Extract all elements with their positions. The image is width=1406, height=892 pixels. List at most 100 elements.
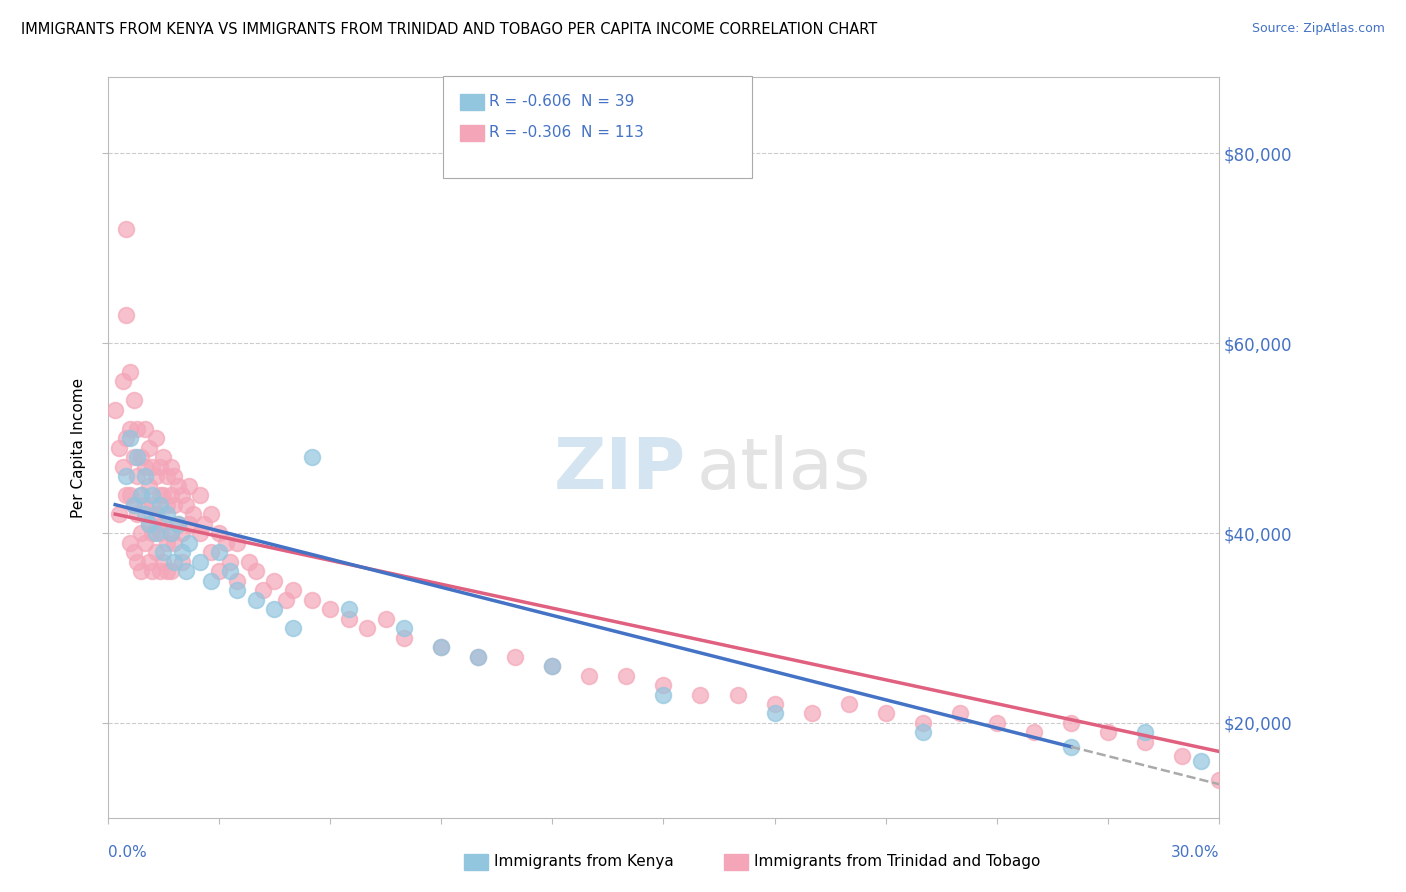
Point	[1189, 754, 1212, 768]
Point	[118, 488, 141, 502]
Point	[263, 574, 285, 588]
Text: IMMIGRANTS FROM KENYA VS IMMIGRANTS FROM TRINIDAD AND TOBAGO PER CAPITA INCOME C: IMMIGRANTS FROM KENYA VS IMMIGRANTS FROM…	[21, 22, 877, 37]
Point	[149, 459, 172, 474]
Point	[652, 678, 675, 692]
Point	[145, 431, 167, 445]
Point	[181, 507, 204, 521]
Point	[141, 488, 163, 502]
Point	[179, 516, 201, 531]
Point	[219, 564, 242, 578]
Point	[208, 564, 231, 578]
Point	[986, 716, 1008, 731]
Point	[159, 564, 181, 578]
Point	[301, 450, 323, 465]
Point	[208, 545, 231, 559]
Point	[115, 308, 138, 322]
Point	[337, 611, 360, 625]
Point	[578, 668, 600, 682]
Point	[152, 555, 174, 569]
Text: Source: ZipAtlas.com: Source: ZipAtlas.com	[1251, 22, 1385, 36]
Point	[156, 507, 179, 521]
Point	[129, 488, 152, 502]
Point	[875, 706, 897, 721]
Point	[1133, 725, 1156, 739]
Point	[134, 535, 156, 549]
Point	[337, 602, 360, 616]
Point	[301, 592, 323, 607]
Point	[245, 592, 267, 607]
Point	[616, 668, 638, 682]
Point	[141, 459, 163, 474]
Text: 0.0%: 0.0%	[108, 845, 146, 860]
Point	[163, 469, 186, 483]
Point	[156, 498, 179, 512]
Point	[152, 545, 174, 559]
Point	[252, 583, 274, 598]
Point	[115, 431, 138, 445]
Point	[245, 564, 267, 578]
Point	[541, 659, 564, 673]
Point	[156, 469, 179, 483]
Point	[392, 631, 415, 645]
Point	[274, 592, 297, 607]
Point	[319, 602, 342, 616]
Point	[174, 498, 197, 512]
Point	[127, 507, 149, 521]
Point	[159, 459, 181, 474]
Point	[392, 621, 415, 635]
Point	[208, 526, 231, 541]
Point	[281, 583, 304, 598]
Point	[949, 706, 972, 721]
Point	[145, 545, 167, 559]
Point	[118, 431, 141, 445]
Point	[238, 555, 260, 569]
Point	[127, 450, 149, 465]
Point	[1171, 749, 1194, 764]
Point	[219, 555, 242, 569]
Point	[134, 498, 156, 512]
Point	[1097, 725, 1119, 739]
Point	[430, 640, 453, 654]
Point	[163, 555, 186, 569]
Point	[108, 507, 131, 521]
Point	[200, 574, 222, 588]
Point	[129, 526, 152, 541]
Point	[541, 659, 564, 673]
Point	[118, 535, 141, 549]
Text: R = -0.606  N = 39: R = -0.606 N = 39	[489, 95, 634, 109]
Point	[179, 478, 201, 492]
Point	[122, 393, 145, 408]
Point	[141, 526, 163, 541]
Point	[727, 688, 749, 702]
Point	[127, 469, 149, 483]
Point	[163, 535, 186, 549]
Point	[356, 621, 378, 635]
Point	[838, 697, 860, 711]
Point	[111, 459, 134, 474]
Point	[129, 450, 152, 465]
Y-axis label: Per Capita Income: Per Capita Income	[72, 377, 86, 517]
Point	[141, 564, 163, 578]
Point	[145, 469, 167, 483]
Point	[138, 555, 160, 569]
Point	[152, 450, 174, 465]
Point	[1133, 735, 1156, 749]
Point	[159, 526, 181, 541]
Point	[149, 498, 172, 512]
Point	[134, 507, 156, 521]
Point	[1060, 716, 1083, 731]
Point	[174, 564, 197, 578]
Point	[1022, 725, 1045, 739]
Point	[763, 706, 786, 721]
Point	[226, 535, 249, 549]
Point	[170, 488, 193, 502]
Point	[145, 526, 167, 541]
Point	[652, 688, 675, 702]
Text: Immigrants from Kenya: Immigrants from Kenya	[494, 855, 673, 869]
Point	[115, 488, 138, 502]
Point	[374, 611, 396, 625]
Point	[467, 649, 489, 664]
Text: ZIP: ZIP	[554, 435, 686, 504]
Point	[503, 649, 526, 664]
Point	[193, 516, 215, 531]
